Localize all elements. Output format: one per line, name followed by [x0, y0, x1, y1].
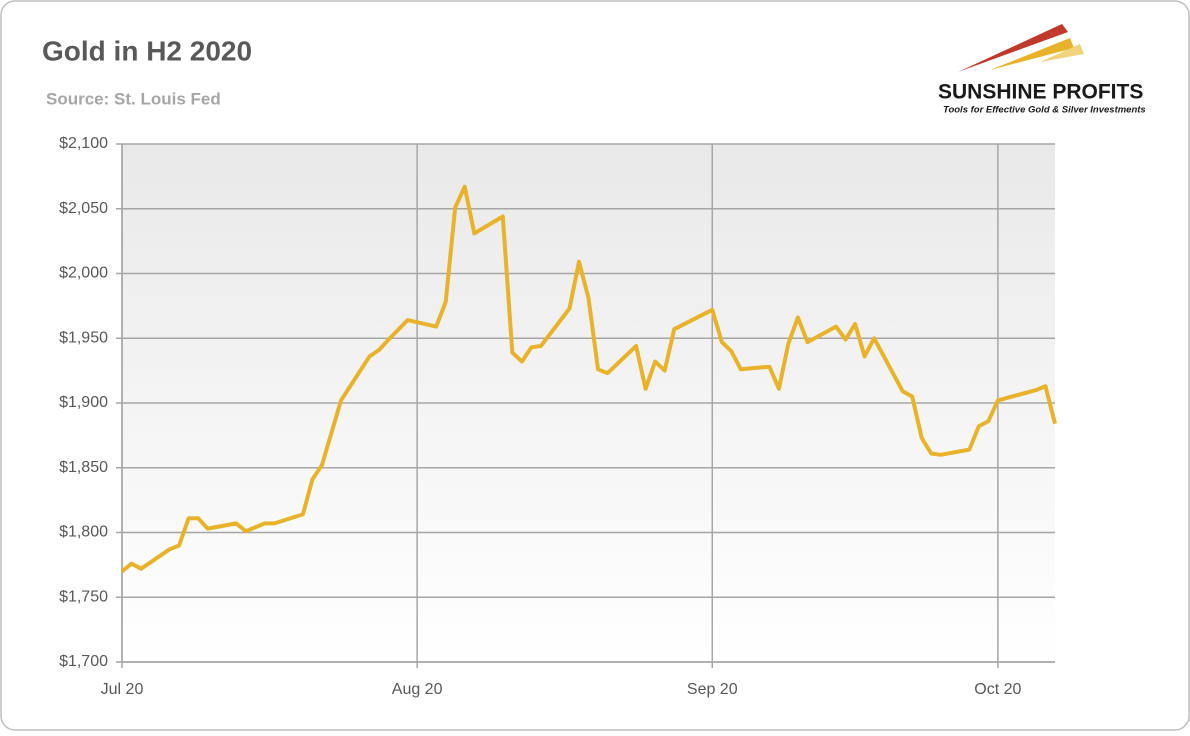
- logo-name: SUNSHINE PROFITS: [938, 81, 1143, 104]
- y-tick-label: $1,800: [59, 524, 108, 541]
- y-tick-label: $2,000: [59, 265, 108, 282]
- y-tick-label: $2,100: [59, 135, 108, 152]
- x-tick-label: Aug 20: [392, 681, 443, 698]
- y-tick-label: $1,850: [59, 459, 108, 476]
- x-tick-label: Oct 20: [974, 681, 1021, 698]
- x-tick-label: Sep 20: [687, 681, 738, 698]
- logo-streak: [958, 24, 1068, 72]
- chart-subtitle: Source: St. Louis Fed: [46, 89, 221, 108]
- logo-tagline: Tools for Effective Gold & Silver Invest…: [943, 105, 1146, 116]
- logo: SUNSHINE PROFITS Tools for Effective Gol…: [938, 24, 1146, 116]
- y-tick-label: $1,750: [59, 588, 108, 605]
- logo-streak: [990, 38, 1074, 70]
- y-tick-label: $1,950: [59, 329, 108, 346]
- y-tick-label: $2,050: [59, 200, 108, 217]
- x-tick-label: Jul 20: [101, 681, 144, 698]
- chart-title: Gold in H2 2020: [42, 35, 252, 66]
- y-tick-label: $1,900: [59, 394, 108, 411]
- y-tick-label: $1,700: [59, 653, 108, 670]
- price-line: [120, 184, 1057, 573]
- logo-streak: [1040, 44, 1084, 62]
